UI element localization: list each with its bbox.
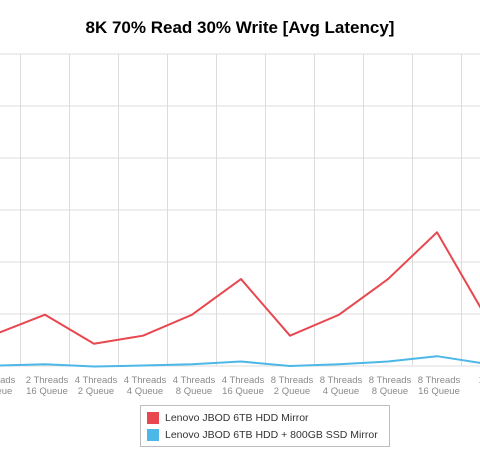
data-point: [191, 363, 193, 366]
data-point: [436, 355, 438, 357]
data-point: [93, 365, 95, 368]
x-tick-label: 4 Threads: [222, 375, 265, 386]
x-tick-label: 2 Threads: [26, 375, 69, 386]
data-point: [44, 363, 46, 366]
x-tick-label: 4 Queue: [127, 386, 163, 397]
x-tick-label: 4 Threads: [75, 375, 118, 386]
data-point: [289, 365, 291, 367]
legend-label: Lenovo JBOD 6TB HDD + 800GB SSD Mirror: [165, 428, 378, 441]
x-tick-label: 8 Threads: [271, 375, 314, 386]
chart-legend: Lenovo JBOD 6TB HDD Mirror Lenovo JBOD 6…: [140, 405, 390, 447]
x-tick-label: Queue: [0, 386, 12, 397]
data-point: [338, 363, 340, 366]
x-tick-label: 8 Threads: [369, 375, 412, 386]
x-tick-label: 4 Queue: [323, 386, 359, 397]
x-tick-label: 16 Queue: [418, 386, 460, 397]
x-tick-label: 8 Threads: [418, 375, 461, 386]
data-point: [142, 334, 144, 337]
data-point: [387, 278, 389, 280]
data-point: [142, 364, 144, 367]
x-tick-label: 2 Queue: [274, 386, 310, 397]
x-tick-label: 8 Queue: [176, 386, 212, 397]
x-tick-label: 8 Threads: [320, 375, 363, 386]
legend-item: Lenovo JBOD 6TB HDD + 800GB SSD Mirror: [147, 426, 383, 443]
x-tick-label: 4 Threads: [124, 375, 167, 386]
x-tick-label: 2 Queue: [78, 386, 114, 397]
data-point: [191, 313, 193, 316]
x-tick-label: 16 T: [479, 375, 480, 386]
series-line-1: [0, 355, 480, 368]
data-point: [93, 342, 95, 345]
legend-swatch: [147, 411, 159, 424]
x-tick-label: 16 Queue: [222, 386, 264, 397]
x-tick-label: 4 Threads: [173, 375, 216, 386]
legend-item: Lenovo JBOD 6TB HDD Mirror: [147, 409, 383, 426]
data-point: [289, 334, 291, 337]
data-point: [44, 313, 46, 316]
data-point: [387, 360, 389, 363]
legend-label: Lenovo JBOD 6TB HDD Mirror: [165, 411, 309, 424]
chart-title: 8K 70% Read 30% Write [Avg Latency]: [85, 18, 395, 37]
data-point: [240, 278, 242, 280]
x-tick-label: Threads: [0, 375, 16, 386]
data-point: [436, 231, 438, 234]
x-tick-label: 8 Queue: [372, 386, 408, 397]
data-point: [338, 313, 340, 316]
legend-swatch: [147, 428, 159, 441]
data-point: [240, 360, 242, 363]
series-line-0: [0, 231, 480, 345]
x-tick-label: 16 Queue: [26, 386, 68, 397]
